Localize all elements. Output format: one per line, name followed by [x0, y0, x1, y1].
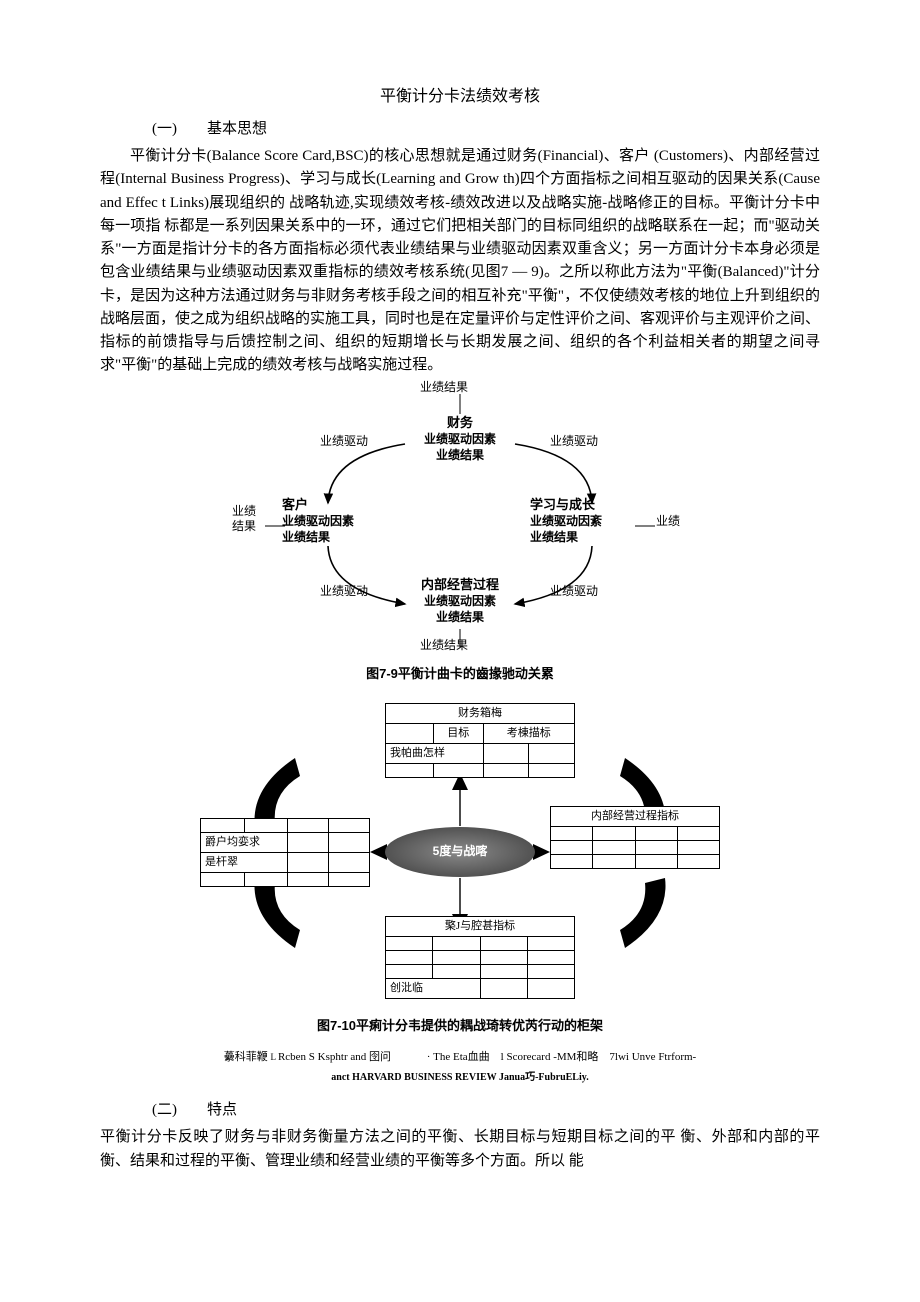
d1-customer-l2: 业绩结果: [282, 529, 382, 545]
d2-finance-note: 我帕曲怎样: [386, 743, 484, 763]
footnote-line-2: anct HARVARD BUSINESS REVIEW Janua巧-Fubr…: [160, 1071, 760, 1085]
d2-learning-note: 创沘临: [386, 978, 481, 998]
page-title: 平衡计分卡法绩效考核: [100, 85, 820, 110]
diagram-1: 业绩结果 财务 业绩驱动因素 业绩结果 业绩驱动 业绩驱动 业绩 结果 客户 业…: [220, 386, 700, 656]
d1-customer-title: 客户: [282, 496, 382, 514]
d1-drive-bl: 业绩驱动: [320, 584, 368, 599]
d2-customer-note: 是杆翠: [201, 852, 288, 872]
d2-finance-table: 财务箱梅 目标 考棟描标 我帕曲怎样: [385, 703, 575, 778]
d2-internal-table: 内部经营过程指标: [550, 806, 720, 869]
d1-label-left: 业绩 结果: [228, 504, 260, 534]
footnote-line-1: 虆科菲鞭 L Rcben S Ksphtr and 囹问 · The Eta血曲…: [160, 1050, 760, 1065]
d1-label-bottom: 业绩结果: [420, 638, 468, 653]
d1-node-finance: 财务 业绩驱动因素 业绩结果: [410, 414, 510, 464]
d1-finance-l2: 业绩结果: [410, 447, 510, 463]
diagram-2-caption: 图7-10平痢计分韦提供的耦战琦转优芮行动的柜架: [100, 1016, 820, 1036]
d1-internal-title: 内部经营过程: [405, 576, 515, 594]
d2-customer-table: 爵户均娈求 是杆翠: [200, 818, 370, 887]
d1-node-internal: 内部经营过程 业绩驱动因素 业绩结果: [405, 576, 515, 626]
d1-learning-l1: 业绩驱动因紊: [530, 513, 640, 529]
d1-finance-title: 财务: [410, 414, 510, 432]
d1-customer-l1: 业绩驱动因素: [282, 513, 382, 529]
d2-finance-title: 财务箱梅: [386, 703, 575, 723]
d2-finance-col2: 考棟描标: [483, 723, 574, 743]
section-1-header: (一) 基本思想: [152, 118, 820, 141]
d1-label-top: 业绩结果: [420, 380, 468, 395]
diagram-2: 财务箱梅 目标 考棟描标 我帕曲怎样 爵户均娈求 是杆翠 内部经营过程指标 檠J…: [200, 698, 720, 1008]
d2-finance-col1: 目标: [433, 723, 483, 743]
d1-drive-tr: 业绩驱动: [550, 434, 598, 449]
d1-label-right: 业绩: [656, 514, 680, 529]
d1-learning-l2: 业绩结果: [530, 529, 640, 545]
d1-internal-l2: 业绩结果: [405, 609, 515, 625]
d1-node-customer: 客户 业绩驱动因素 业绩结果: [282, 496, 382, 546]
d1-internal-l1: 业绩驱动因素: [405, 593, 515, 609]
d1-node-learning: 学习与成长 业绩驱动因紊 业绩结果: [530, 496, 640, 546]
d2-center-oval: 5度与战喀: [385, 827, 535, 877]
d1-finance-l1: 业绩驱动因素: [410, 431, 510, 447]
d2-internal-title: 内部经营过程指标: [551, 806, 720, 826]
d1-drive-br: 业绩驱动: [550, 584, 598, 599]
d1-learning-title: 学习与成长: [530, 496, 640, 514]
paragraph-1: 平衡计分卡(Balance Score Card,BSC)的核心思想就是通过财务…: [100, 145, 820, 378]
section-2-header: (二) 特点: [152, 1099, 820, 1122]
d2-learning-title: 檠J与腔甚指标: [386, 916, 575, 936]
d1-drive-tl: 业绩驱动: [320, 434, 368, 449]
diagram-1-caption: 图7-9平衡计曲卡的齒掾驰动关累: [100, 664, 820, 684]
paragraph-2: 平衡计分卡反映了财务与非财务衡量方法之间的平衡、长期目标与短期目标之间的平 衡、…: [100, 1126, 820, 1173]
d2-customer-title: 爵户均娈求: [201, 832, 288, 852]
d2-learning-table: 檠J与腔甚指标 创沘临: [385, 916, 575, 999]
